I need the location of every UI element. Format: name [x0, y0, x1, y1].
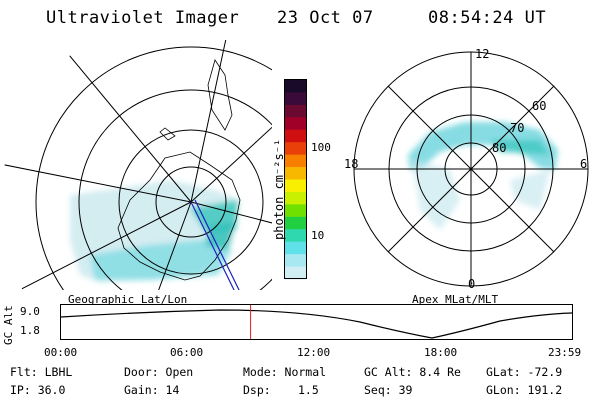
- coastline-island: [207, 59, 233, 131]
- latitude-circles: [1, 40, 272, 290]
- altitude-xtick-0000: 00:00: [44, 346, 78, 359]
- altitude-xtick-0600: 06:00: [170, 346, 204, 359]
- mlt-label-6: 6: [580, 157, 587, 171]
- colorbar-stripes: [285, 80, 306, 280]
- ip-label: IP: 36.0: [10, 383, 66, 397]
- colorbar-stripe: [285, 154, 306, 168]
- colorbar-stripe: [285, 254, 306, 268]
- colorbar-stripe: [285, 167, 306, 180]
- colorbar-stripe: [285, 92, 306, 106]
- altitude-xtick-2359: 23:59: [548, 346, 582, 359]
- colorbar: [284, 79, 307, 280]
- polar-grid: [353, 51, 589, 287]
- door-label: Door: Open: [124, 365, 194, 379]
- colorbar-stripe: [285, 241, 306, 255]
- geographic-image: [1, 40, 272, 290]
- glon-label: GLon: 191.2: [486, 383, 563, 397]
- seq-label: Seq: 39: [364, 383, 413, 397]
- colorbar-stripe: [285, 142, 306, 156]
- colorbar-stripe: [285, 104, 306, 118]
- altitude-ytick-low: 1.8: [20, 324, 40, 337]
- colorbar-stripe: [285, 191, 306, 205]
- polar-aurora-emission: [408, 122, 558, 230]
- coastline: [117, 151, 241, 281]
- colorbar-tick-100: 100: [311, 141, 331, 154]
- mlt-label-12: 12: [475, 47, 489, 61]
- polar-image: 12 18 6 0 60 70 80: [344, 47, 589, 290]
- altitude-ylabel: GC Alt: [2, 305, 15, 345]
- altitude-xtick-1800: 18:00: [424, 346, 458, 359]
- mode-label: Mode: Normal: [243, 365, 327, 379]
- colorbar-stripe: [285, 266, 306, 280]
- meridian-line: [190, 199, 241, 290]
- gc-alt-label: GC Alt: 8.4 Re: [364, 365, 461, 379]
- altitude-plot-frame: [60, 304, 573, 340]
- mlt-label-18: 18: [344, 157, 358, 171]
- altitude-xtick-1200: 12:00: [297, 346, 331, 359]
- colorbar-stripe: [285, 229, 306, 243]
- colorbar-tick-10: 10: [311, 229, 325, 242]
- colorbar-stripe: [285, 204, 306, 218]
- mlat-label-80: 80: [492, 141, 506, 155]
- altitude-ytick-high: 9.0: [20, 305, 40, 318]
- altitude-curve: [60, 309, 573, 339]
- mlt-label-0: 0: [468, 277, 475, 290]
- dsp-value: 1.5: [298, 383, 319, 397]
- filter-label: Flt: LBHL: [10, 365, 73, 379]
- mlat-label-70: 70: [510, 121, 524, 135]
- colorbar-stripe: [285, 216, 306, 230]
- time-label: 08:54:24 UT: [428, 8, 547, 28]
- gain-label: Gain: 14: [124, 383, 180, 397]
- mlat-label-60: 60: [532, 99, 546, 113]
- colorbar-frame: [284, 79, 307, 279]
- instrument-title: Ultraviolet Imager: [46, 8, 240, 28]
- colorbar-stripe: [285, 129, 306, 143]
- colorbar-stripe: [285, 179, 306, 193]
- colorbar-stripe: [285, 80, 306, 93]
- apex-caption: Apex MLat/MLT: [412, 293, 499, 306]
- colorbar-stripe: [285, 117, 306, 131]
- date-label: 23 Oct 07: [277, 8, 374, 28]
- geographic-caption: Geographic Lat/Lon: [68, 293, 188, 306]
- dsp-label: Dsp:: [243, 383, 271, 397]
- coastline-small: [159, 127, 176, 141]
- glat-label: GLat: -72.9: [486, 365, 563, 379]
- colorbar-unit-label: photon cm⁻²s⁻¹: [272, 138, 286, 240]
- altitude-plot: [60, 304, 573, 340]
